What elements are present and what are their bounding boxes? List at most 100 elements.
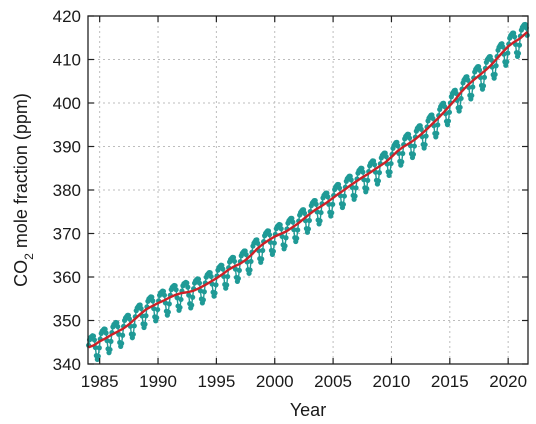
monthly-point (435, 122, 441, 128)
y-axis-tick-labels: 340 350 360 370 380 390 400 410 420 (53, 7, 81, 374)
monthly-point (318, 209, 324, 216)
x-axis-tick-labels: 1985 1990 1995 2000 2005 2010 2015 2020 (81, 372, 527, 391)
monthly-point (189, 302, 195, 308)
monthly-point (260, 247, 266, 254)
monthly-point (411, 143, 417, 149)
monthly-point (325, 194, 331, 200)
monthly-point (255, 240, 261, 246)
y-axis-title-main: CO (11, 260, 31, 287)
x-tick-label: 1985 (81, 372, 119, 391)
monthly-point (330, 201, 336, 207)
monthly-point (317, 218, 323, 224)
monthly-point (395, 143, 401, 149)
monthly-point (107, 346, 113, 353)
monthly-point (511, 34, 518, 40)
monthly-point (457, 104, 463, 110)
monthly-point (154, 315, 160, 321)
monthly-point (387, 169, 393, 175)
monthly-point (103, 330, 109, 336)
monthly-point (465, 77, 471, 83)
monthly-point (208, 273, 214, 280)
monthly-point (201, 289, 207, 295)
monthly-point (247, 267, 253, 273)
monthly-point (480, 83, 487, 89)
monthly-point (178, 296, 184, 303)
monthly-point (376, 170, 382, 176)
monthly-point (364, 186, 370, 192)
monthly-point (220, 266, 226, 272)
monthly-point (120, 332, 126, 338)
monthly-point (282, 243, 288, 249)
monthly-point (184, 280, 190, 286)
monthly-point (225, 273, 231, 280)
monthly-point (278, 226, 284, 232)
y-axis-title-rest: mole fraction (ppm) (11, 93, 31, 253)
x-tick-label: 2015 (431, 372, 469, 391)
monthly-point (143, 313, 149, 319)
monthly-point (301, 210, 308, 216)
x-tick-label: 1990 (139, 372, 177, 391)
monthly-point (172, 283, 178, 289)
monthly-point (375, 178, 382, 184)
trend-line (87, 31, 529, 349)
trend-line-series (87, 31, 529, 349)
monthly-point (150, 298, 156, 304)
monthly-point (360, 169, 366, 175)
monthly-point (476, 67, 483, 73)
x-tick-label: 2020 (489, 372, 527, 391)
monthly-point (277, 222, 283, 228)
monthly-point (341, 193, 347, 199)
monthly-point (406, 135, 413, 141)
grid (88, 16, 528, 364)
y-tick-label: 380 (53, 181, 81, 200)
y-tick-label: 340 (53, 355, 81, 374)
monthly-point (493, 63, 499, 69)
monthly-point (173, 287, 179, 293)
monthly-point (266, 232, 273, 238)
y-tick-label: 390 (53, 138, 81, 157)
monthly-point (422, 142, 428, 148)
monthly-point (348, 177, 354, 183)
monthly-point (166, 301, 172, 307)
monthly-point (434, 130, 440, 137)
monthly-point (174, 295, 180, 301)
monthly-point (190, 294, 196, 300)
monthly-point (185, 284, 191, 290)
monthly-point (294, 235, 300, 241)
monthly-point (259, 256, 265, 262)
y-tick-label: 410 (53, 51, 81, 70)
monthly-point (306, 217, 312, 224)
monthly-point (271, 240, 277, 246)
monthly-point (469, 92, 475, 99)
monthly-point (131, 323, 137, 329)
x-tick-label: 2000 (256, 372, 294, 391)
monthly-point (119, 340, 125, 346)
monthly-point (336, 185, 343, 191)
monthly-point (329, 210, 335, 216)
y-axis-title: CO2 mole fraction (ppm) (11, 93, 36, 287)
monthly-point (470, 84, 476, 90)
monthly-point (231, 258, 238, 264)
monthly-point (236, 267, 242, 273)
y-tick-label: 400 (53, 94, 81, 113)
y-axis-title-subscript: 2 (22, 253, 36, 260)
axis-ticks (88, 15, 528, 365)
monthly-point (91, 337, 98, 343)
monthly-point (270, 248, 276, 254)
monthly-point (161, 292, 168, 298)
monthly-point (430, 115, 436, 121)
monthly-point (305, 226, 311, 232)
monthly-point (383, 154, 389, 160)
monthly-point (95, 353, 101, 359)
monthly-point (96, 345, 102, 351)
monthly-point (283, 235, 289, 241)
monthly-point (365, 177, 371, 183)
monthly-point (340, 201, 346, 208)
monthly-point (481, 74, 488, 80)
y-tick-label: 420 (53, 7, 81, 26)
monthly-point (441, 103, 448, 110)
monthly-point (458, 95, 464, 102)
monthly-point (243, 251, 249, 258)
monthly-point (488, 57, 494, 63)
monthly-point (155, 306, 161, 313)
